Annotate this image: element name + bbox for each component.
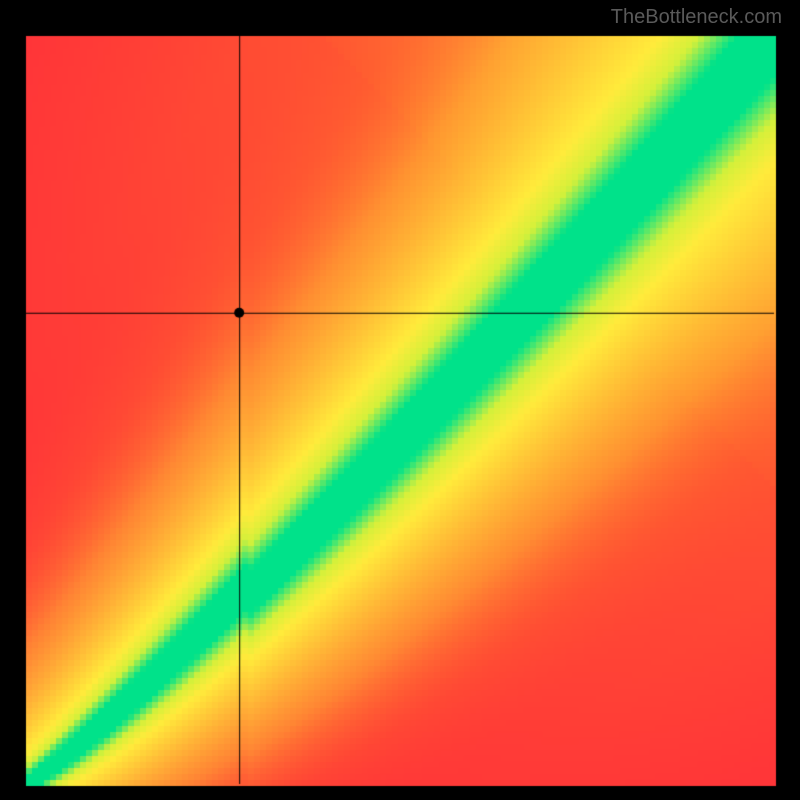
- chart-container: TheBottleneck.com: [0, 0, 800, 800]
- watermark-text: TheBottleneck.com: [611, 6, 782, 29]
- bottleneck-heatmap: [0, 0, 800, 800]
